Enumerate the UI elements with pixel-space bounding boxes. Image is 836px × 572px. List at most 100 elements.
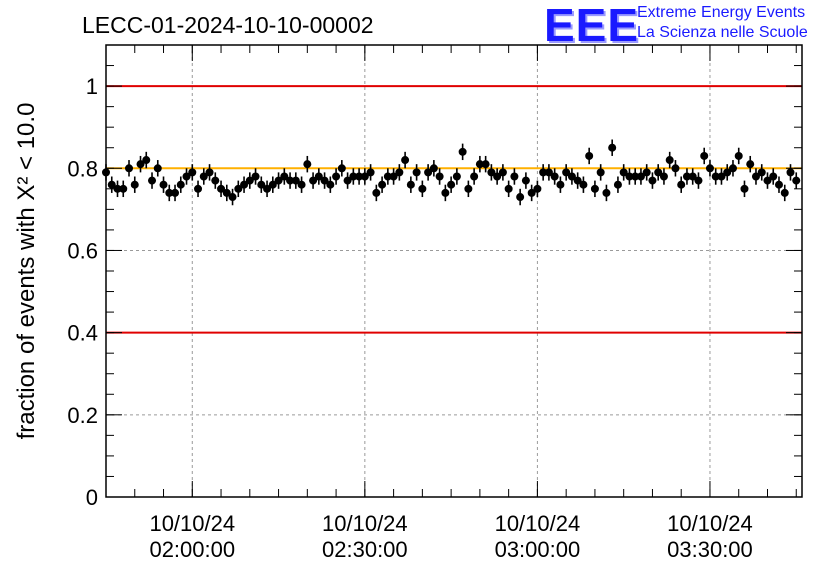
data-point: [700, 151, 709, 160]
plot-frame: [105, 44, 803, 498]
tick-labels-layer: 00.20.40.60.8110/10/2402:00:0010/10/2402…: [67, 74, 752, 562]
data-point: [579, 180, 588, 189]
data-point: [291, 176, 300, 185]
data-point: [642, 168, 651, 177]
data-point: [786, 168, 795, 177]
data-point: [205, 168, 214, 177]
x-tick-label-date: 10/10/24: [495, 511, 581, 536]
data-point: [217, 184, 226, 193]
eee-logo-line1: Extreme Energy Events: [637, 4, 806, 21]
data-point: [757, 168, 766, 177]
data-point: [309, 176, 318, 185]
x-tick-label-time: 02:00:00: [149, 537, 235, 562]
chart-title: LECC-01-2024-10-10-00002: [82, 12, 374, 38]
y-tick-label: 0.8: [67, 156, 98, 181]
data-point: [401, 156, 410, 165]
data-point: [677, 180, 686, 189]
data-point: [286, 176, 295, 185]
data-point: [682, 172, 691, 181]
data-point: [194, 184, 203, 193]
data-point: [458, 147, 467, 156]
data-point: [481, 160, 490, 169]
data-point: [303, 160, 312, 169]
data-point: [516, 193, 525, 202]
data-point: [245, 176, 254, 185]
data-point: [395, 168, 404, 177]
data-point: [326, 180, 335, 189]
data-point: [774, 180, 783, 189]
data-point: [452, 172, 461, 181]
x-tick-label-time: 03:00:00: [495, 537, 581, 562]
y-tick-label: 0.2: [67, 403, 98, 428]
y-axis-label: fraction of events with Χ² < 10.0: [13, 103, 40, 440]
data-point: [533, 184, 542, 193]
data-point: [648, 176, 657, 185]
data-point: [332, 172, 341, 181]
data-point: [441, 188, 450, 197]
grid-layer: [106, 45, 802, 497]
data-point: [182, 172, 191, 181]
data-point: [366, 168, 375, 177]
data-point: [487, 168, 496, 177]
data-point: [751, 172, 760, 181]
data-point: [297, 180, 306, 189]
data-point: [119, 184, 128, 193]
y-tick-label: 0.6: [67, 238, 98, 263]
data-point: [188, 168, 197, 177]
data-point: [447, 180, 456, 189]
data-point: [619, 168, 628, 177]
data-point: [268, 180, 277, 189]
data-point: [493, 172, 502, 181]
data-point: [424, 168, 433, 177]
data-point: [602, 188, 611, 197]
data-point: [113, 184, 122, 193]
data-point: [671, 164, 680, 173]
data-point: [521, 176, 530, 185]
data-point: [355, 172, 364, 181]
data-point: [234, 184, 243, 193]
data-point: [498, 168, 507, 177]
data-point: [257, 180, 266, 189]
data-point: [613, 180, 622, 189]
data-point: [596, 168, 605, 177]
data-point: [412, 168, 421, 177]
data-point: [705, 164, 714, 173]
reference-lines-layer: [106, 85, 802, 334]
data-point: [142, 156, 151, 165]
data-point: [527, 188, 536, 197]
data-point: [792, 176, 801, 185]
eee-logo-line2: La Scienza nelle Scuole: [637, 24, 808, 41]
data-point: [372, 188, 381, 197]
data-point: [435, 172, 444, 181]
data-point: [539, 168, 548, 177]
data-point: [510, 172, 519, 181]
data-point: [153, 164, 162, 173]
data-point: [550, 172, 559, 181]
data-points-layer: [102, 139, 801, 206]
data-point: [470, 172, 479, 181]
y-tick-label: 0: [86, 485, 98, 510]
data-point: [274, 176, 283, 185]
data-point: [717, 172, 726, 181]
data-point: [320, 176, 329, 185]
data-point: [769, 172, 778, 181]
data-point: [585, 151, 594, 160]
data-point: [130, 180, 139, 189]
data-point: [240, 180, 249, 189]
x-tick-label-time: 03:30:00: [667, 537, 753, 562]
data-point: [654, 168, 663, 177]
data-point: [107, 180, 116, 189]
data-point: [171, 188, 180, 197]
data-point: [337, 164, 346, 173]
data-point: [383, 172, 392, 181]
data-point: [263, 184, 272, 193]
data-point: [314, 172, 323, 181]
eee-logo-mark: EEE: [544, 0, 640, 51]
data-point: [694, 176, 703, 185]
data-point: [148, 176, 157, 185]
data-point: [573, 176, 582, 185]
x-tick-label-date: 10/10/24: [149, 511, 235, 536]
data-point: [763, 176, 772, 185]
data-point: [665, 156, 674, 165]
data-point: [125, 164, 134, 173]
